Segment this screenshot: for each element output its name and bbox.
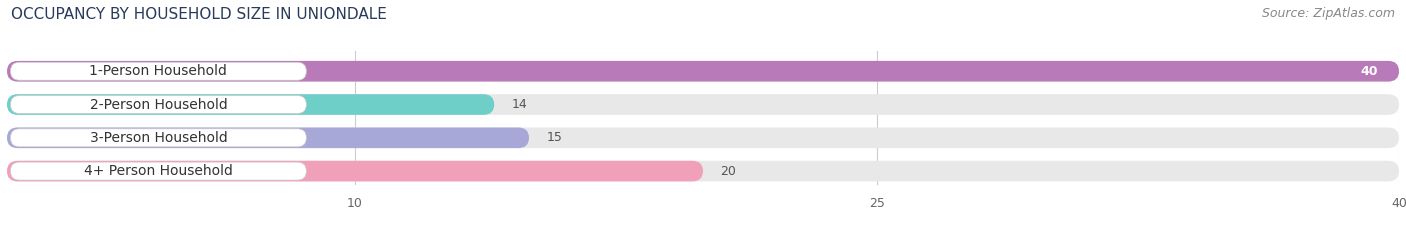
Text: 2-Person Household: 2-Person Household bbox=[90, 98, 228, 112]
FancyBboxPatch shape bbox=[10, 62, 307, 80]
Text: 14: 14 bbox=[512, 98, 527, 111]
FancyBboxPatch shape bbox=[10, 96, 307, 113]
Text: 15: 15 bbox=[547, 131, 562, 144]
FancyBboxPatch shape bbox=[7, 94, 1399, 115]
FancyBboxPatch shape bbox=[7, 127, 529, 148]
Text: 40: 40 bbox=[1361, 65, 1378, 78]
FancyBboxPatch shape bbox=[7, 94, 495, 115]
Text: 3-Person Household: 3-Person Household bbox=[90, 131, 228, 145]
FancyBboxPatch shape bbox=[7, 127, 1399, 148]
Text: 1-Person Household: 1-Person Household bbox=[90, 64, 228, 78]
FancyBboxPatch shape bbox=[7, 161, 703, 182]
Text: Source: ZipAtlas.com: Source: ZipAtlas.com bbox=[1261, 7, 1395, 20]
FancyBboxPatch shape bbox=[10, 129, 307, 147]
FancyBboxPatch shape bbox=[10, 162, 307, 180]
Text: 20: 20 bbox=[720, 164, 737, 178]
Text: 4+ Person Household: 4+ Person Household bbox=[84, 164, 233, 178]
FancyBboxPatch shape bbox=[7, 61, 1399, 82]
Text: OCCUPANCY BY HOUSEHOLD SIZE IN UNIONDALE: OCCUPANCY BY HOUSEHOLD SIZE IN UNIONDALE bbox=[11, 7, 387, 22]
FancyBboxPatch shape bbox=[7, 61, 1399, 82]
FancyBboxPatch shape bbox=[7, 161, 1399, 182]
